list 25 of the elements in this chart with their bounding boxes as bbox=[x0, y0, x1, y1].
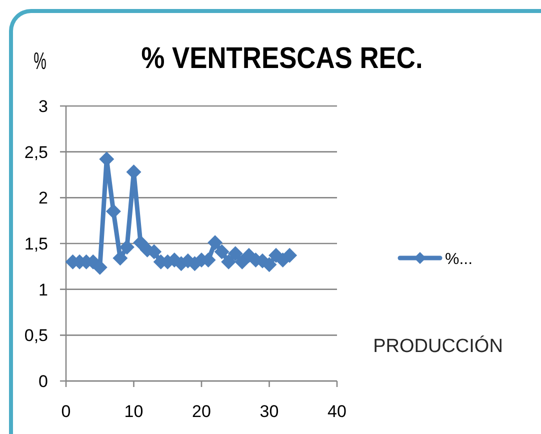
x-tick-label: 20 bbox=[192, 402, 211, 421]
y-tick-label: 2 bbox=[38, 188, 48, 208]
point bbox=[106, 204, 121, 219]
y-tick-label: 0 bbox=[38, 372, 48, 391]
point bbox=[234, 254, 250, 270]
point bbox=[133, 235, 148, 250]
x-tick-label: 40 bbox=[328, 402, 346, 421]
y-tick-label: 0,5 bbox=[24, 326, 48, 346]
legend-label: %... bbox=[445, 251, 473, 268]
y-tick-label: 1 bbox=[38, 280, 48, 300]
point bbox=[119, 240, 134, 255]
point bbox=[214, 244, 230, 260]
y-axis-title: % bbox=[34, 48, 46, 76]
point bbox=[221, 254, 236, 270]
point bbox=[228, 246, 243, 262]
x-tick-label: 10 bbox=[124, 402, 144, 421]
x-tick-label: 30 bbox=[260, 402, 279, 421]
point bbox=[282, 248, 298, 263]
x-tick-label: 0 bbox=[61, 402, 71, 421]
point bbox=[208, 235, 223, 250]
y-tick-label: 2,5 bbox=[24, 142, 48, 162]
y-tick-label: 1,5 bbox=[24, 234, 48, 254]
chart-title: % VENTRESCAS REC. bbox=[141, 40, 423, 74]
x-axis-title: PRODUCCIÓN bbox=[373, 335, 503, 357]
y-tick-label: 3 bbox=[38, 97, 48, 116]
